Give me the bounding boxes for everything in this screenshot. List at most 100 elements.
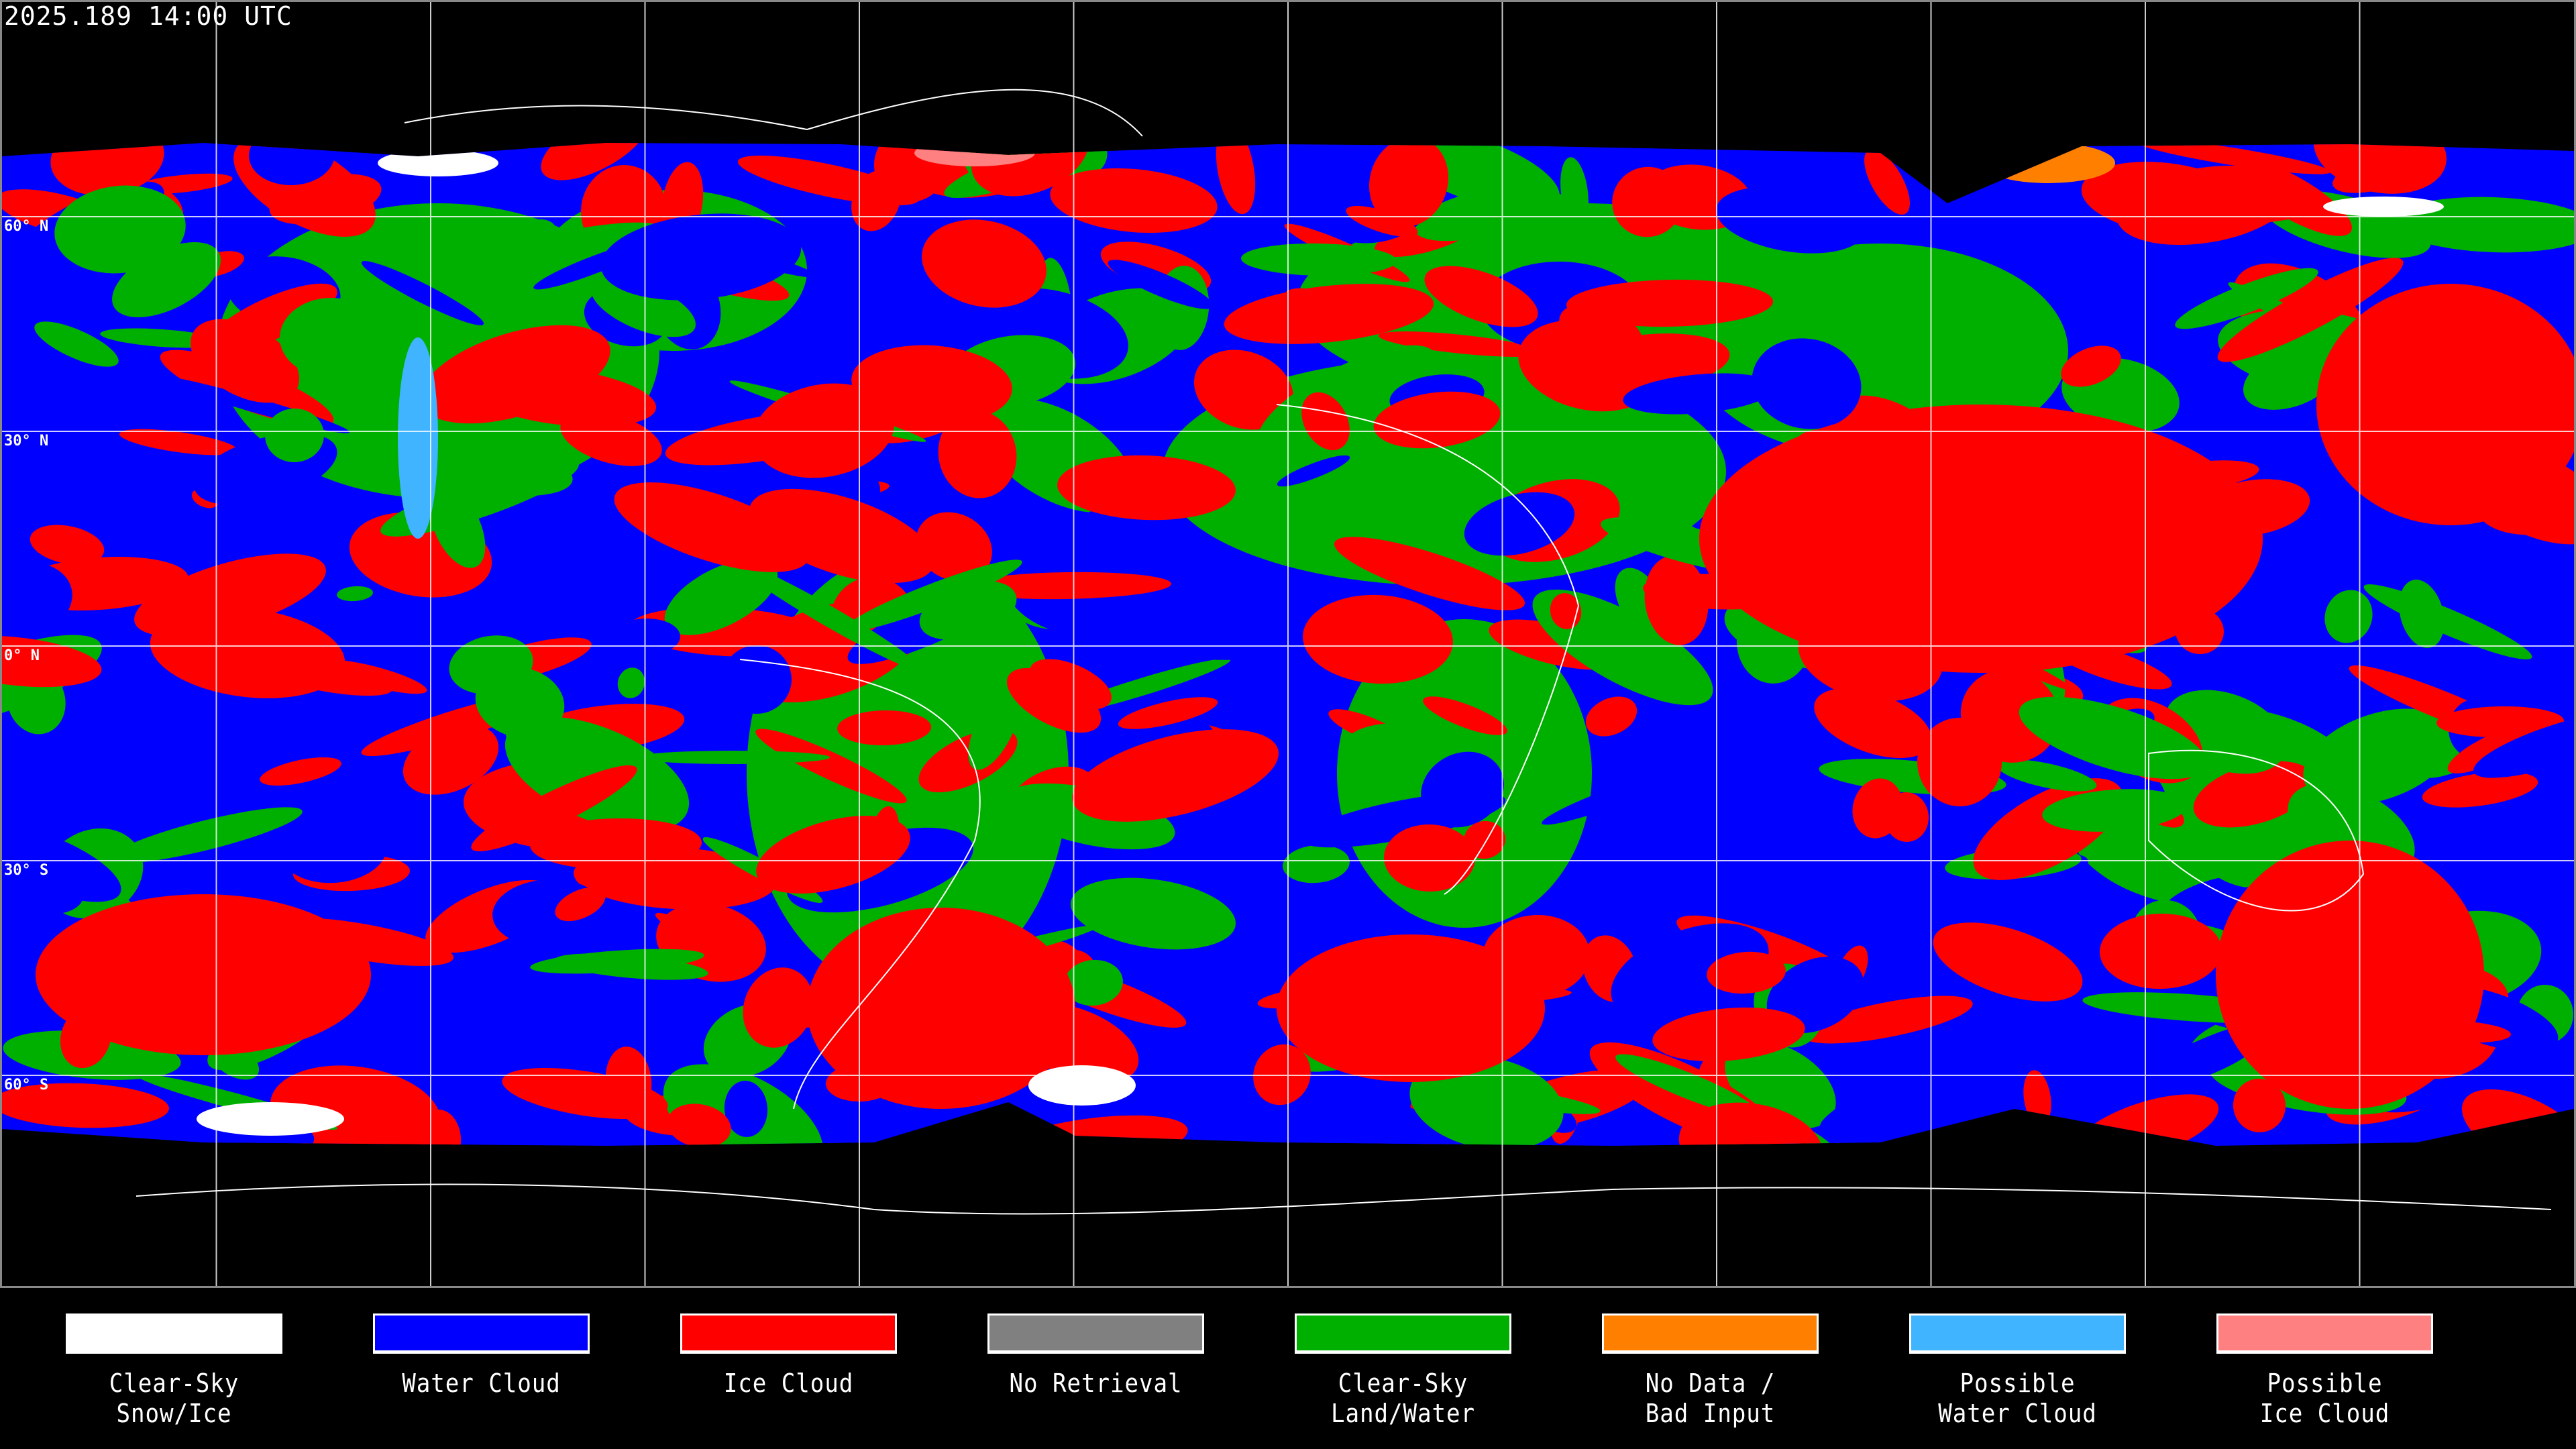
ice-cloud-patch bbox=[541, 143, 649, 180]
ice-cloud-patch bbox=[1814, 688, 1932, 758]
legend-swatch bbox=[66, 1313, 282, 1354]
water-cloud-patch bbox=[600, 213, 802, 301]
ice-cloud-region bbox=[2316, 284, 2574, 525]
water-cloud-patch bbox=[1464, 492, 1575, 556]
ice-cloud-patch bbox=[2233, 1079, 2286, 1132]
ice-cloud-patch bbox=[665, 411, 869, 466]
water-cloud-patch bbox=[1299, 792, 1506, 848]
ice-cloud-patch bbox=[2, 635, 102, 688]
ice-cloud-patch bbox=[530, 818, 702, 870]
ice-cloud-patch bbox=[1933, 922, 2083, 1002]
coastline bbox=[2148, 749, 2365, 912]
ice-cloud-patch bbox=[1550, 593, 1582, 629]
clear-sky-patch bbox=[844, 559, 1022, 632]
ice-cloud-patch bbox=[916, 512, 992, 582]
cloud-phase-image bbox=[2, 2, 2574, 1286]
water-cloud-patch bbox=[56, 750, 117, 812]
clear-sky-patch bbox=[1346, 722, 1438, 761]
legend-label-line1: Clear-Sky bbox=[1338, 1368, 1468, 1398]
legend-item-no-retrieval: No Retrieval bbox=[987, 1313, 1204, 1399]
ice-cloud-patch bbox=[1216, 143, 1256, 215]
ice-cloud-patch bbox=[1224, 284, 1434, 344]
water-cloud-patch bbox=[1752, 338, 1862, 429]
ice-cloud-patch bbox=[1652, 1007, 1805, 1062]
clear-sky-patch bbox=[736, 561, 922, 672]
ice-cloud-patch bbox=[2447, 725, 2534, 773]
ice-cloud-patch bbox=[2, 1083, 169, 1128]
clear-sky-patch bbox=[1241, 243, 1397, 276]
clear-sky-patch bbox=[1465, 186, 1589, 257]
lat-label-60n: 60° N bbox=[4, 218, 49, 235]
ice-cloud-patch bbox=[30, 525, 105, 565]
water-cloud-patch bbox=[2, 824, 121, 902]
legend-item-ice-cloud: Ice Cloud bbox=[680, 1313, 897, 1399]
coastlines bbox=[136, 89, 2552, 1215]
ice-cloud-patch bbox=[837, 710, 931, 746]
graticule bbox=[2, 2, 2574, 1286]
lat-label-0n: 0° N bbox=[4, 647, 40, 664]
water-cloud-patch bbox=[816, 290, 847, 365]
water-cloud-patch bbox=[1277, 455, 1350, 487]
ice-cloud-patch bbox=[1072, 729, 1279, 822]
lat-label-60s: 60° S bbox=[4, 1077, 49, 1093]
ice-cloud-patch bbox=[756, 816, 910, 894]
snow-ice-patch bbox=[197, 1102, 344, 1136]
ice-cloud-patch bbox=[938, 410, 1017, 498]
ice-cloud-patch bbox=[1378, 331, 1543, 357]
ice-cloud-patch bbox=[1424, 266, 1538, 327]
clear-sky-patch bbox=[34, 321, 119, 367]
clear-sky-patch bbox=[2363, 584, 2532, 659]
clear-sky-patch bbox=[1071, 877, 1236, 950]
ice-cloud-patch bbox=[1960, 669, 2059, 763]
ice-cloud-patch bbox=[2061, 345, 2121, 387]
water-cloud-patch bbox=[1108, 260, 1214, 309]
ice-cloud-region bbox=[36, 894, 371, 1055]
water-cloud-patch bbox=[1542, 766, 1695, 825]
ice-cloud-patch bbox=[2314, 143, 2447, 194]
ice-cloud-patch bbox=[851, 345, 1012, 424]
clear-sky-patch bbox=[2042, 789, 2187, 832]
coastline bbox=[404, 89, 1143, 137]
clear-sky-patch bbox=[109, 807, 303, 863]
legend-label-line2: Bad Input bbox=[1645, 1399, 1776, 1428]
water-cloud-patch bbox=[525, 975, 602, 1055]
water-cloud-patch bbox=[1820, 1066, 1922, 1128]
ice-cloud-patch bbox=[471, 765, 637, 852]
ice-cloud-patch bbox=[2422, 771, 2538, 808]
clear-sky-patch bbox=[54, 185, 186, 274]
no-data-patch bbox=[1981, 143, 2115, 183]
clear-sky-patch bbox=[1283, 845, 1350, 883]
coastline bbox=[136, 1183, 2552, 1215]
legend-label-line2: Snow/Ice bbox=[116, 1399, 232, 1428]
legend-item-clear-sky-land-water: Clear-Sky Land/Water bbox=[1295, 1313, 1511, 1429]
clear-sky-patch bbox=[2355, 741, 2444, 796]
legend-label-line1: No Retrieval bbox=[1009, 1368, 1183, 1398]
ice-cloud-patch bbox=[1803, 996, 1973, 1044]
ice-cloud-patch bbox=[1303, 594, 1453, 684]
legend-label-line2: Water Cloud bbox=[1938, 1399, 2097, 1428]
clear-sky-patch bbox=[1064, 959, 1123, 1006]
legend-label-line2: Land/Water bbox=[1331, 1399, 1475, 1428]
ice-cloud-patch bbox=[119, 429, 238, 455]
clear-sky-patch bbox=[1409, 1055, 1564, 1146]
ice-cloud-patch bbox=[1346, 205, 1418, 237]
clear-sky-patch bbox=[506, 708, 558, 757]
ice-cloud-patch bbox=[1118, 697, 1218, 729]
ice-cloud-region bbox=[2216, 841, 2484, 1109]
legend-label-line1: Possible bbox=[1960, 1368, 2076, 1398]
water-cloud-patch bbox=[1243, 789, 1337, 822]
ice-cloud-patch bbox=[1373, 391, 1501, 449]
clear-sky-patch bbox=[429, 486, 486, 568]
clear-sky-patch bbox=[1615, 1054, 1759, 1117]
water-cloud-patch bbox=[469, 971, 537, 1046]
ice-cloud-patch bbox=[1384, 824, 1475, 892]
ice-cloud-patch bbox=[502, 1067, 668, 1120]
ice-cloud-region bbox=[1699, 405, 2263, 673]
legend-item-no-data: No Data / Bad Input bbox=[1602, 1313, 1819, 1429]
ice-cloud-patch bbox=[555, 887, 606, 922]
ice-cloud-patch bbox=[755, 729, 907, 804]
legend-label-line1: Ice Cloud bbox=[723, 1368, 854, 1398]
legend-label-line1: Clear-Sky bbox=[109, 1368, 239, 1398]
water-cloud-patch bbox=[2, 561, 72, 642]
clear-sky-patch bbox=[919, 581, 1017, 640]
